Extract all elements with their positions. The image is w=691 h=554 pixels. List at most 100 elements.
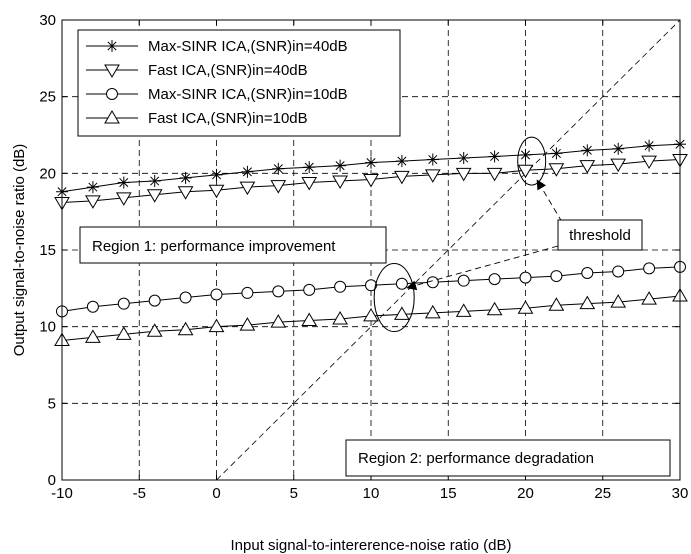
data-point bbox=[117, 176, 130, 189]
region2-annotation: Region 2: performance degradation bbox=[345, 439, 671, 477]
x-tick-label: 0 bbox=[212, 485, 220, 502]
data-point bbox=[550, 270, 563, 283]
legend-entry-max-sinr-40db: Max-SINR ICA,(SNR)in=40dB bbox=[148, 38, 348, 55]
tick-layer: -10 -5 0 5 10 15 20 25 30 0 5 10 15 20 25 30 bbox=[39, 12, 688, 502]
region2-label: Region 2: performance degradation bbox=[358, 450, 594, 467]
data-point bbox=[85, 195, 101, 209]
data-point bbox=[177, 186, 194, 200]
series-3 bbox=[54, 288, 688, 346]
x-tick-label: 30 bbox=[672, 485, 689, 502]
data-point bbox=[363, 173, 379, 188]
y-tick-label: 0 bbox=[48, 472, 56, 489]
data-point bbox=[239, 317, 256, 331]
data-point bbox=[146, 189, 163, 203]
x-axis-label: Input signal-to-intererence-noise ratio … bbox=[231, 537, 512, 554]
data-point bbox=[115, 192, 132, 206]
data-point bbox=[612, 142, 625, 155]
legend-samples bbox=[86, 40, 138, 124]
data-point bbox=[86, 181, 99, 194]
y-tick-label: 25 bbox=[39, 89, 56, 106]
legend-sample-marker bbox=[106, 88, 118, 100]
data-point bbox=[519, 271, 532, 284]
data-point bbox=[548, 297, 565, 311]
data-point bbox=[272, 285, 285, 298]
y-tick-label: 15 bbox=[39, 242, 56, 259]
data-point bbox=[424, 169, 441, 183]
data-point bbox=[208, 318, 225, 333]
data-point bbox=[457, 152, 470, 164]
data-point bbox=[208, 184, 225, 199]
data-point bbox=[486, 301, 503, 316]
data-point bbox=[303, 161, 316, 174]
y-tick-label: 10 bbox=[39, 319, 56, 336]
data-point bbox=[332, 175, 348, 189]
x-tick-label: 10 bbox=[363, 485, 380, 502]
data-point bbox=[179, 171, 192, 184]
data-point bbox=[641, 291, 657, 305]
data-point bbox=[365, 156, 377, 169]
data-point bbox=[272, 162, 285, 175]
y-tick-label: 20 bbox=[39, 165, 56, 182]
data-point bbox=[394, 306, 410, 320]
x-tick-label: -5 bbox=[133, 485, 146, 502]
series-2 bbox=[56, 260, 686, 318]
data-point bbox=[270, 180, 287, 194]
data-point bbox=[643, 139, 656, 152]
data-point bbox=[457, 274, 470, 287]
data-point bbox=[579, 160, 596, 174]
region1-annotation: Region 1: performance improvement bbox=[79, 226, 387, 264]
data-point bbox=[581, 267, 594, 279]
legend-sample-marker bbox=[104, 110, 120, 124]
data-point bbox=[210, 288, 223, 301]
data-point bbox=[517, 164, 534, 179]
data-point bbox=[301, 312, 318, 327]
data-point bbox=[332, 311, 348, 325]
data-point bbox=[488, 273, 501, 286]
x-tick-label: 25 bbox=[594, 485, 611, 502]
legend-entry-max-sinr-10db: Max-SINR ICA,(SNR)in=10dB bbox=[148, 86, 348, 103]
legend: Max-SINR ICA,(SNR)in=40dB Fast ICA,(SNR)… bbox=[77, 29, 401, 137]
data-point bbox=[270, 314, 287, 328]
data-point bbox=[117, 297, 130, 310]
data-point bbox=[210, 168, 223, 181]
data-point bbox=[426, 153, 439, 166]
data-point bbox=[641, 155, 657, 170]
data-point bbox=[550, 147, 563, 160]
legend-sample-marker bbox=[106, 40, 118, 52]
data-point bbox=[86, 300, 99, 313]
data-point bbox=[394, 170, 410, 185]
data-point bbox=[179, 291, 192, 304]
annotation-layer bbox=[373, 136, 563, 333]
reference-line bbox=[216, 19, 681, 481]
data-point bbox=[488, 150, 501, 163]
data-point bbox=[239, 181, 256, 196]
data-point bbox=[241, 165, 254, 178]
threshold-arrow bbox=[536, 179, 563, 223]
data-point bbox=[395, 277, 408, 290]
series-layer bbox=[54, 138, 688, 346]
data-point bbox=[241, 286, 254, 299]
data-point bbox=[365, 279, 377, 292]
data-point bbox=[303, 283, 316, 296]
y-tick-label: 5 bbox=[48, 395, 56, 412]
threshold-box bbox=[557, 219, 643, 251]
data-point bbox=[148, 294, 161, 307]
threshold-arrow bbox=[406, 245, 559, 291]
x-tick-label: 5 bbox=[290, 485, 298, 502]
threshold-ellipse bbox=[517, 136, 547, 186]
threshold-label: threshold bbox=[569, 227, 631, 244]
data-point bbox=[517, 300, 534, 314]
data-point bbox=[643, 262, 656, 275]
legend-sample-marker bbox=[104, 64, 120, 78]
data-point bbox=[455, 303, 472, 317]
region2-box bbox=[345, 439, 671, 477]
reference-line-layer bbox=[216, 19, 681, 481]
data-point bbox=[334, 280, 347, 293]
x-tick-label: -10 bbox=[51, 485, 73, 502]
y-axis-label: Output signal-to-noise ratio (dB) bbox=[11, 144, 28, 357]
data-point bbox=[146, 323, 163, 337]
x-tick-label: 15 bbox=[440, 485, 457, 502]
data-point bbox=[579, 295, 596, 310]
data-point bbox=[148, 175, 161, 187]
